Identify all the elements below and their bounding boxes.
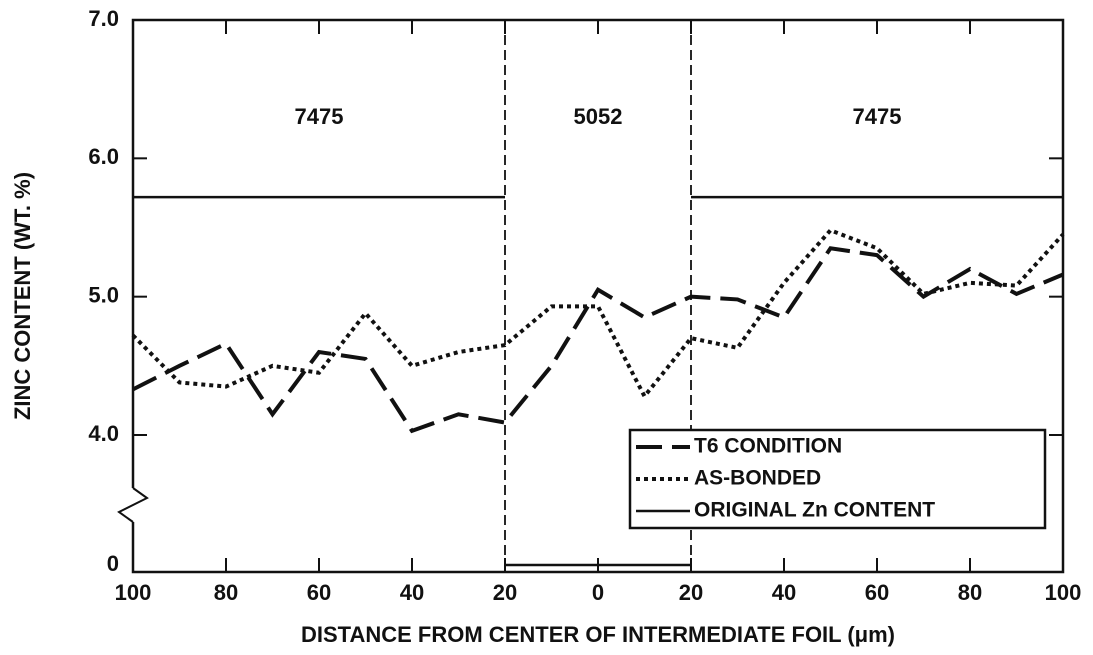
y-tick-label: 6.0	[88, 144, 119, 169]
y-axis-label: ZINC CONTENT (WT. %)	[10, 172, 35, 420]
series-line	[133, 195, 1063, 567]
y-tick-label: 0	[107, 551, 119, 576]
x-axis-label: DISTANCE FROM CENTER OF INTERMEDIATE FOI…	[301, 622, 895, 647]
axis-break	[117, 487, 149, 523]
x-tick-label: 0	[592, 580, 604, 605]
x-tick-label: 80	[958, 580, 982, 605]
x-tick-label: 40	[400, 580, 424, 605]
series-line	[131, 227, 1065, 400]
legend-label: ORIGINAL Zn CONTENT	[694, 499, 935, 522]
region-label: 5052	[574, 104, 623, 129]
y-tick-label: 5.0	[88, 282, 119, 307]
series-line	[132, 246, 1064, 434]
x-tick-label: 60	[307, 580, 331, 605]
x-tick-label: 60	[865, 580, 889, 605]
region-label: 7475	[295, 104, 344, 129]
y-tick-label: 4.0	[88, 421, 119, 446]
y-tick-label: 7.0	[88, 6, 119, 31]
x-tick-label: 100	[1045, 580, 1082, 605]
x-tick-label: 40	[772, 580, 796, 605]
x-tick-label: 100	[115, 580, 152, 605]
x-tick-label: 20	[493, 580, 517, 605]
legend-box	[628, 428, 1047, 530]
legend: T6 CONDITION AS-BONDED ORIGINAL Zn CONTENT	[628, 428, 1047, 530]
legend-label: T6 CONDITION	[694, 435, 842, 458]
legend-label: AS-BONDED	[694, 467, 821, 490]
region-label: 7475	[853, 104, 902, 129]
x-tick-label: 80	[214, 580, 238, 605]
x-tick-label: 20	[679, 580, 703, 605]
